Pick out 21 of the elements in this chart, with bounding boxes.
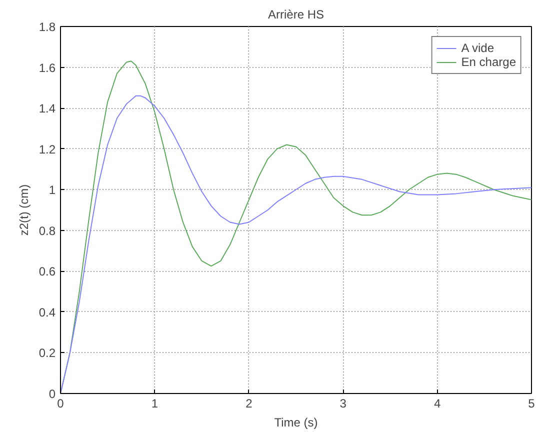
y-tick-label: 1.8 — [38, 20, 56, 34]
y-tick-label: 0.8 — [38, 224, 56, 238]
legend-label: A vide — [461, 41, 494, 55]
x-tick-label: 4 — [434, 396, 441, 410]
y-tick-label: 1.6 — [38, 60, 56, 75]
y-tick-label: 1.2 — [38, 142, 56, 156]
y-tick-label: 0.6 — [38, 264, 56, 279]
x-axis-title: Time (s) — [274, 416, 318, 430]
x-tick-label: 2 — [246, 396, 253, 410]
y-tick-label: 1.4 — [38, 102, 56, 116]
y-tick-label: 1 — [48, 183, 56, 198]
x-tick-label: 0 — [57, 396, 64, 410]
y-tick-label: 0.2 — [38, 346, 56, 360]
x-tick-label: 1 — [151, 396, 158, 410]
legend-label: En charge — [461, 55, 516, 69]
y-tick-label: 0 — [48, 387, 56, 401]
x-tick-label: 5 — [528, 396, 536, 410]
y-tick-label: 0.4 — [38, 305, 56, 320]
x-tick-label: 3 — [340, 396, 347, 410]
y-axis-title: z2(t) (cm) — [16, 184, 31, 236]
chart-title: Arrière HS — [268, 8, 324, 22]
